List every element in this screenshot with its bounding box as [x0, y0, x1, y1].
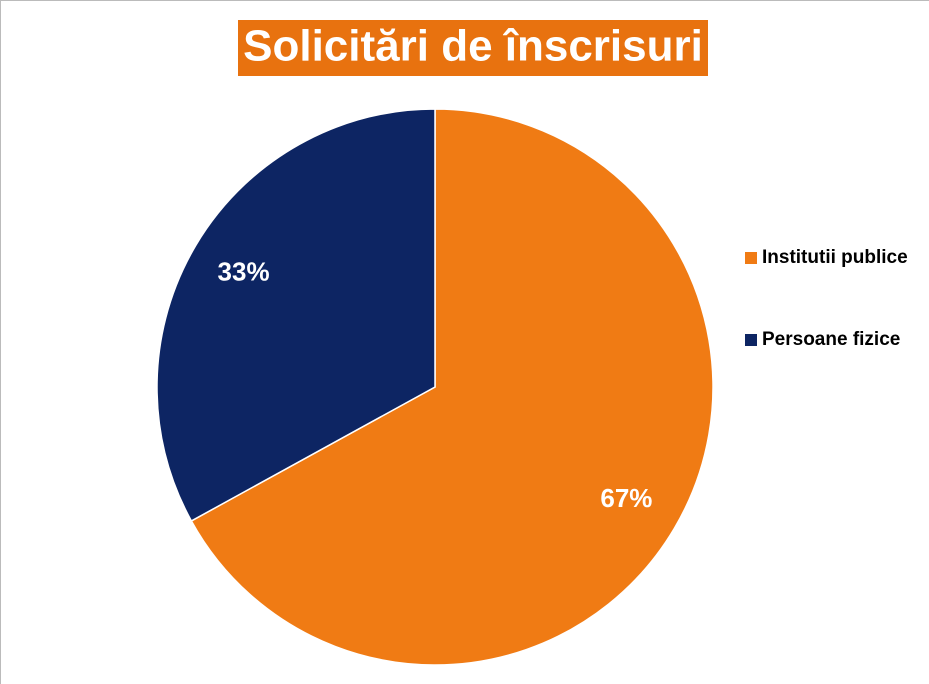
title-box — [238, 20, 708, 76]
chart-title: Solicitări de înscrisuri — [243, 22, 703, 71]
data-label: 67% — [600, 483, 652, 513]
legend-swatch — [745, 334, 757, 346]
legend-label: Institutii publice — [762, 247, 908, 268]
legend-label: Persoane fizice — [762, 329, 900, 350]
pie-slice — [156, 108, 436, 522]
data-label: 33% — [218, 257, 270, 287]
pie-slice — [190, 108, 714, 666]
legend-swatch — [745, 252, 757, 264]
